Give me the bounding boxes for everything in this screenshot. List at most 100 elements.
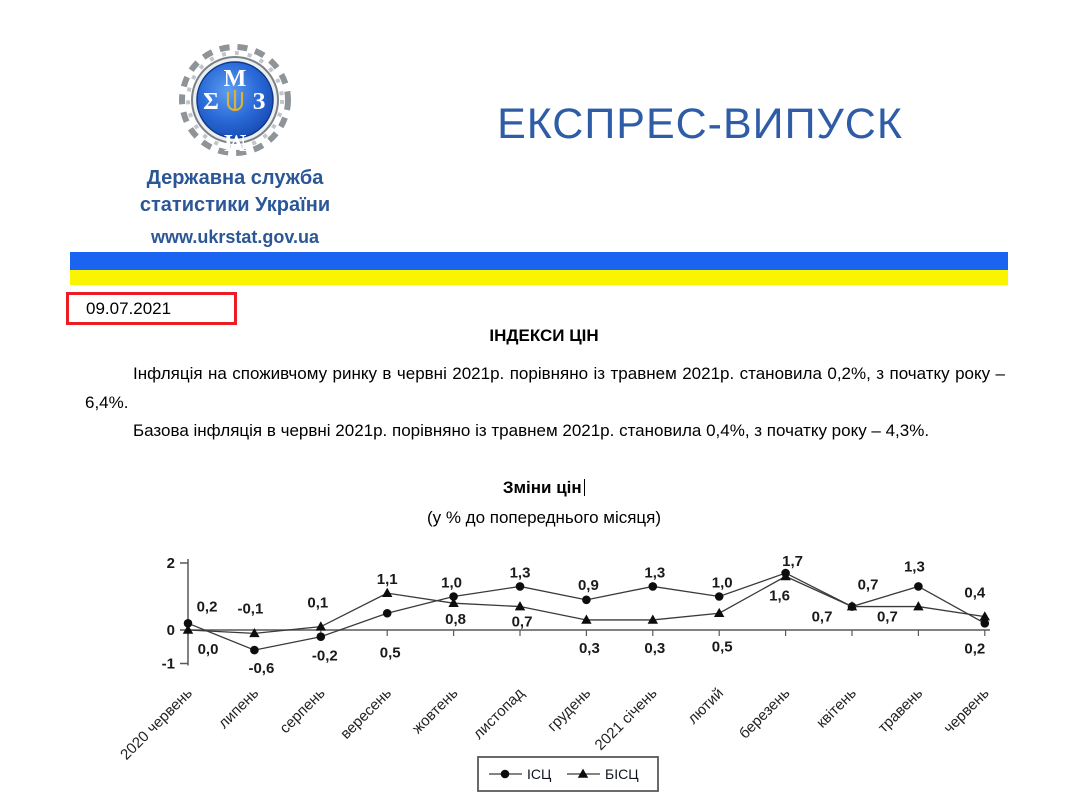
x-category-label: вересень — [337, 685, 395, 743]
triangle-marker-icon — [249, 627, 260, 638]
svg-text:М: М — [224, 129, 247, 155]
data-label: 0,3 — [644, 640, 665, 657]
x-category-label: травень — [875, 685, 927, 737]
legend-label: БІСЦ — [605, 766, 639, 782]
triangle-marker-icon — [780, 571, 791, 581]
data-label: -0,2 — [312, 648, 338, 665]
data-label: 0,7 — [812, 609, 833, 626]
data-label: -0,6 — [248, 660, 274, 677]
data-label: 0,4 — [964, 585, 986, 602]
circle-marker-icon — [250, 645, 259, 655]
triangle-marker-icon — [315, 621, 326, 631]
x-category-label: жовтень — [409, 685, 462, 738]
data-label: 0,0 — [198, 641, 219, 658]
svg-text:З: З — [253, 89, 266, 115]
data-label: 0,2 — [964, 640, 985, 657]
circle-marker-icon — [914, 582, 923, 591]
data-label: 0,7 — [858, 577, 879, 594]
circle-marker-icon — [980, 619, 990, 628]
circle-marker-icon — [382, 608, 392, 618]
x-axis: 2020 червень липень серпень вересень жовтень… — [117, 629, 993, 764]
chart-series-bicz — [182, 571, 990, 638]
body-text: Інфляція на споживчому ринку в червні 20… — [85, 360, 1005, 446]
svg-text:М: М — [224, 66, 247, 92]
chart-title: Зміни цін — [0, 478, 1088, 498]
data-label: 1,1 — [377, 571, 398, 588]
data-label: 1,0 — [441, 575, 462, 592]
triangle-marker-icon — [514, 601, 526, 611]
data-label: 0,5 — [380, 644, 401, 661]
triangle-marker-icon — [647, 614, 658, 624]
page-title: ЕКСПРЕС-ВИПУСК — [497, 100, 903, 148]
flag-yellow-band — [70, 270, 1008, 285]
triangle-marker-icon — [581, 614, 592, 624]
triangle-marker-icon — [846, 601, 858, 611]
data-label: 1,3 — [904, 558, 925, 575]
data-label: 1,0 — [712, 575, 733, 592]
trident-icon — [226, 90, 244, 112]
circle-marker-icon — [500, 769, 510, 779]
y-tick-label: 2 — [167, 555, 175, 572]
flag-blue-band — [70, 252, 1008, 270]
logo-letters: М Σ З М — [203, 66, 266, 155]
text-cursor — [583, 479, 586, 496]
circle-marker-icon — [316, 632, 326, 641]
x-category-label: червень — [940, 685, 992, 737]
data-label: 0,5 — [712, 638, 733, 655]
data-label: 0,7 — [877, 609, 898, 626]
logo-ornament-ring — [179, 44, 291, 156]
org-name-line1: Державна служба — [146, 167, 324, 189]
triangle-marker-icon — [577, 768, 589, 778]
data-label: 1,3 — [644, 564, 665, 581]
website-link[interactable]: www.ukrstat.gov.ua — [150, 227, 320, 247]
ukraine-flag-stripe — [70, 252, 1008, 285]
legend-label: ІСЦ — [527, 766, 552, 782]
chart-legend: ІСЦ БІСЦ — [477, 756, 659, 792]
x-category-label: березень — [736, 685, 794, 743]
x-category-label: лютий — [684, 685, 727, 728]
section-heading: ІНДЕКСИ ЦІН — [489, 326, 599, 345]
triangle-marker-icon — [979, 611, 990, 621]
y-axis: 2 0 -1 — [162, 555, 189, 673]
triangle-marker-icon — [714, 607, 725, 618]
circle-marker-icon — [515, 582, 525, 591]
release-date-badge: 09.07.2021 — [66, 292, 237, 325]
data-label: 1,3 — [510, 564, 531, 581]
price-change-chart: 2 0 -1 2020 червень липень серпень вересень жов… — [117, 553, 993, 792]
circle-marker-icon — [449, 592, 458, 601]
triangle-marker-icon — [182, 624, 194, 634]
data-label: -0,1 — [237, 600, 263, 617]
x-category-label: квітень — [813, 685, 860, 732]
release-date: 09.07.2021 — [86, 299, 172, 318]
data-label: 0,9 — [578, 577, 599, 594]
x-category-label: 2021 січень — [592, 685, 661, 754]
paragraph-core-inflation: Базова інфляція в червні 2021р. порівнян… — [133, 421, 930, 440]
paragraph-inflation: Інфляція на споживчому ринку в червні 20… — [85, 364, 1005, 412]
data-label: 0,1 — [307, 595, 328, 612]
y-tick-label: 0 — [167, 622, 175, 639]
data-label: 1,6 — [769, 587, 790, 604]
data-labels-bicz: 0,0 -0,1 0,1 1,1 0,8 0,7 0,3 0,3 0,5 1,6 0,7 0,7 0,4 — [198, 571, 986, 658]
chart-subtitle: (у % до попереднього місяця) — [426, 508, 662, 527]
data-label: 0,7 — [512, 614, 533, 631]
circle-marker-icon — [183, 619, 193, 628]
circle-marker-icon — [714, 592, 724, 601]
triangle-marker-icon — [913, 601, 924, 611]
triangle-marker-icon — [382, 587, 393, 597]
x-category-label: грудень — [544, 685, 594, 735]
svg-text:Σ: Σ — [203, 89, 219, 115]
circle-marker-icon — [648, 582, 658, 591]
x-category-label: липень — [215, 685, 262, 732]
x-category-label: серпень — [276, 685, 328, 737]
x-category-label: 2020 червень — [117, 685, 196, 764]
data-label: 0,3 — [579, 640, 600, 657]
y-tick-label: -1 — [162, 656, 175, 673]
data-label: 0,8 — [445, 611, 466, 628]
circle-marker-icon — [582, 595, 591, 605]
triangle-marker-icon — [448, 597, 459, 607]
ukrstat-logo-icon: М Σ З М — [179, 44, 291, 156]
org-name: Державна служба статистики України — [105, 165, 365, 219]
x-category-label: листопад — [470, 685, 528, 743]
data-labels-icz: 0,2-0,6-0,2 0,51,01,30,91,31,01,70,71,30,… — [197, 553, 986, 677]
